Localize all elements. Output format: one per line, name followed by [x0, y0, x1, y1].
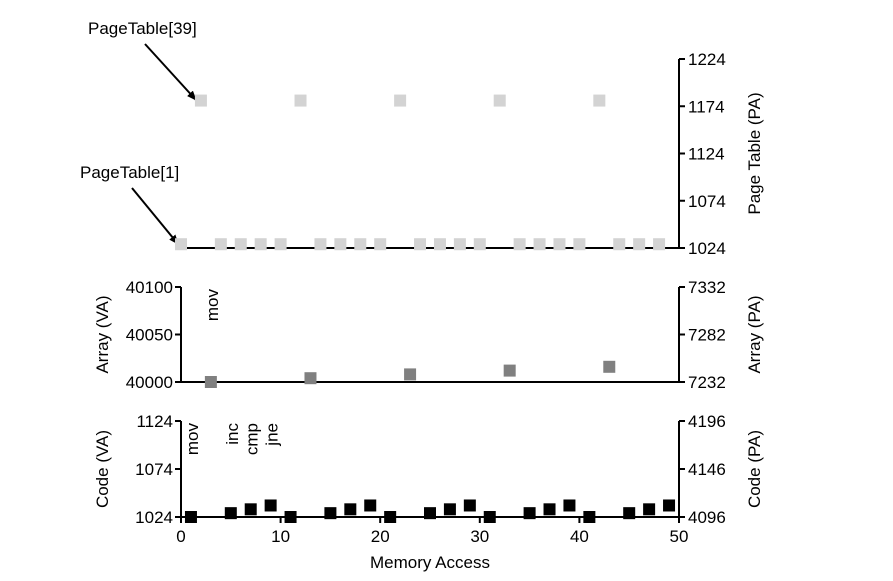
right-tick-label: 1174 [688, 97, 725, 116]
array-data-point [503, 364, 516, 377]
code-data-point [364, 499, 377, 512]
page-table-data-point [214, 238, 227, 251]
page-table-data-point [633, 238, 646, 251]
instruction-label-inc: inc [223, 423, 242, 445]
instruction-label-cmp: cmp [243, 423, 262, 455]
right-tick-label: 4146 [688, 460, 726, 479]
instruction-label-mov: mov [203, 289, 222, 322]
page-table-data-point [653, 238, 666, 251]
page-table-data-point [314, 238, 327, 251]
right-tick-label: 7232 [688, 373, 726, 392]
page-table-data-point [473, 238, 486, 251]
code-right-axis-label: Code (PA) [745, 430, 764, 508]
annotation-arrow [144, 43, 197, 101]
right-tick-label: 1224 [688, 50, 726, 69]
right-tick-label: 7282 [688, 326, 726, 345]
right-tick-label: 1124 [688, 145, 725, 164]
page-table-data-point [334, 238, 347, 251]
instruction-label-jne: jne [263, 423, 282, 447]
x-axis-label: Memory Access [370, 553, 490, 572]
page-table-data-point [194, 94, 207, 107]
annotation-label: PageTable[39] [88, 19, 197, 38]
annotation-arrow [131, 187, 179, 245]
instruction-label-mov: mov [183, 423, 202, 456]
right-tick-label: 4096 [688, 508, 726, 527]
code-data-point [583, 511, 596, 523]
left-tick-label: 1124 [136, 412, 173, 431]
page-table-data-point [414, 238, 427, 251]
code-data-point [244, 503, 257, 516]
code-data-point [344, 503, 357, 516]
code-data-point [224, 507, 237, 520]
x-tick-label: 0 [176, 527, 185, 546]
code-data-point [284, 511, 297, 523]
code-data-point [663, 499, 676, 512]
code-data-point [523, 507, 536, 520]
page-table-data-point [613, 238, 626, 251]
x-tick-label: 40 [570, 527, 589, 546]
code-data-point [563, 499, 576, 512]
left-tick-label: 1024 [135, 508, 173, 527]
code-data-point [643, 503, 656, 516]
code-data-point [443, 503, 456, 516]
code-data-point [324, 507, 337, 520]
array-left-axis-label: Array (VA) [93, 295, 112, 373]
array-data-point [404, 368, 417, 381]
code-data-point [384, 511, 397, 523]
right-tick-label: 1024 [688, 239, 726, 258]
page-table-data-point [573, 238, 586, 251]
x-tick-label: 10 [271, 527, 290, 546]
page-table-data-point [513, 238, 526, 251]
page-table-data-point [175, 238, 187, 251]
page-table-data-point [553, 238, 566, 251]
code-data-point [264, 499, 277, 512]
left-tick-label: 1074 [135, 460, 173, 479]
page-table-data-point [593, 94, 606, 107]
code-data-point [424, 507, 436, 520]
page-table-right-axis-label: Page Table (PA) [745, 92, 764, 214]
code-data-point [623, 507, 636, 520]
array-data-point [204, 376, 217, 388]
code-data-point [483, 511, 496, 523]
code-left-axis-label: Code (VA) [93, 430, 112, 508]
array-right-axis-label: Array (PA) [745, 295, 764, 373]
page-table-data-point [294, 94, 307, 107]
code-data-point [543, 503, 556, 516]
code-data-point [463, 499, 476, 512]
x-tick-label: 30 [470, 527, 489, 546]
annotation-label: PageTable[1] [80, 163, 179, 182]
text-layer: 1024 1074 1124 1174 1224 Page Table (PA) PageT… [80, 19, 764, 572]
page-table-data-point [533, 238, 546, 251]
page-table-data-point [394, 94, 407, 107]
code-data-point [184, 511, 197, 523]
right-tick-label: 7332 [688, 278, 726, 297]
page-table-data-point [274, 238, 287, 251]
right-tick-label: 4196 [688, 412, 726, 431]
page-table-data-point [374, 238, 387, 251]
points-layer [175, 94, 676, 523]
page-table-data-point [254, 238, 267, 251]
left-tick-label: 40100 [126, 278, 173, 297]
array-data-point [603, 360, 616, 373]
x-tick-label: 50 [670, 527, 689, 546]
page-table-data-point [354, 238, 367, 251]
page-table-data-point [453, 238, 466, 251]
left-tick-label: 40000 [126, 373, 173, 392]
left-tick-label: 40050 [126, 326, 173, 345]
array-data-point [304, 372, 317, 385]
x-tick-label: 20 [371, 527, 390, 546]
page-table-data-point [433, 238, 446, 251]
page-table-data-point [234, 238, 247, 251]
page-table-data-point [493, 94, 506, 107]
axes-layer [131, 43, 685, 523]
right-tick-label: 1074 [688, 192, 726, 211]
